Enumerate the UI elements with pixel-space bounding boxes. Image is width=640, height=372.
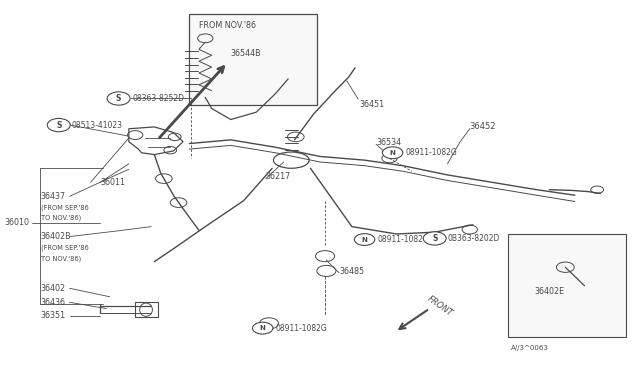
Bar bbox=[135, 302, 157, 317]
Text: N: N bbox=[362, 237, 367, 243]
Text: 0B363-8202D: 0B363-8202D bbox=[447, 234, 500, 243]
Text: N: N bbox=[390, 150, 396, 156]
Text: 36010: 36010 bbox=[4, 218, 29, 227]
Text: (FROM SEP.'86: (FROM SEP.'86 bbox=[41, 245, 89, 251]
Text: 36451: 36451 bbox=[360, 100, 385, 109]
Text: 36436: 36436 bbox=[41, 298, 66, 307]
Circle shape bbox=[383, 147, 403, 159]
Text: A//3^0063: A//3^0063 bbox=[511, 346, 549, 352]
Text: 36402: 36402 bbox=[41, 284, 66, 293]
Text: 36437: 36437 bbox=[41, 192, 66, 201]
Text: 36217: 36217 bbox=[266, 172, 291, 181]
Text: FRONT: FRONT bbox=[425, 294, 454, 318]
Circle shape bbox=[252, 322, 273, 334]
Text: TO NOV.'86): TO NOV.'86) bbox=[41, 255, 81, 262]
Circle shape bbox=[423, 232, 446, 245]
Text: 36402E: 36402E bbox=[534, 287, 564, 296]
Text: S: S bbox=[116, 94, 122, 103]
Text: 36351: 36351 bbox=[41, 311, 66, 320]
Text: 08911-1082G: 08911-1082G bbox=[405, 148, 457, 157]
Text: N: N bbox=[260, 325, 266, 331]
Bar bbox=[508, 234, 626, 337]
Text: 36011: 36011 bbox=[100, 178, 125, 187]
Circle shape bbox=[107, 92, 130, 105]
Text: 36534: 36534 bbox=[376, 138, 401, 147]
Text: 36402B: 36402B bbox=[41, 232, 72, 241]
Text: 08911-1082G: 08911-1082G bbox=[275, 324, 327, 333]
Text: 36452: 36452 bbox=[470, 122, 496, 131]
Circle shape bbox=[47, 118, 70, 132]
Text: FROM NOV.'86: FROM NOV.'86 bbox=[199, 21, 256, 30]
Text: 08911-1082G: 08911-1082G bbox=[378, 235, 429, 244]
Text: 08513-41023: 08513-41023 bbox=[72, 121, 122, 129]
Text: 08363-8252D: 08363-8252D bbox=[132, 94, 185, 103]
Text: (FROM SEP.'86: (FROM SEP.'86 bbox=[41, 205, 89, 211]
Text: S: S bbox=[432, 234, 437, 243]
Text: 36485: 36485 bbox=[339, 267, 364, 276]
Text: TO NOV.'86): TO NOV.'86) bbox=[41, 215, 81, 221]
Text: 36544B: 36544B bbox=[231, 49, 261, 58]
Text: S: S bbox=[56, 121, 61, 129]
Bar bbox=[189, 14, 317, 105]
Circle shape bbox=[355, 234, 375, 246]
